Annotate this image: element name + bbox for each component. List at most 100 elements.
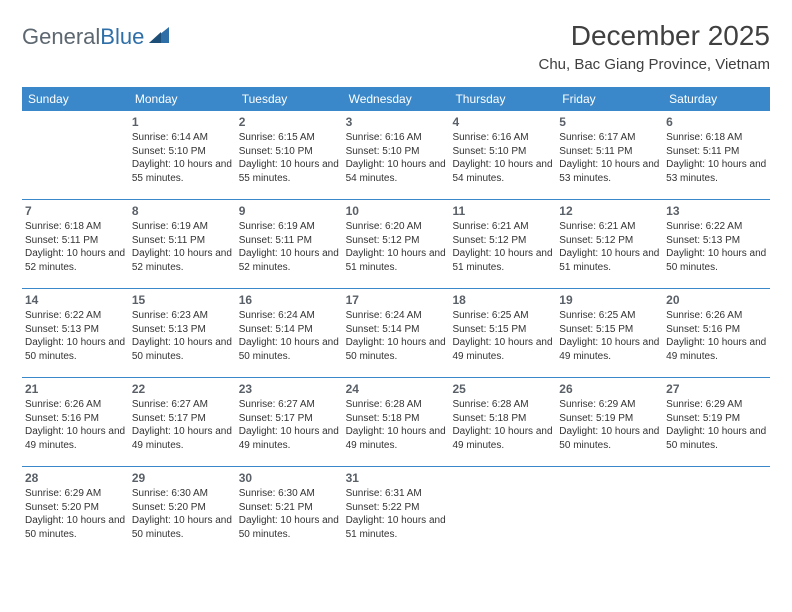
brand-logo: GeneralBlue — [22, 20, 171, 50]
day-number: 30 — [239, 470, 340, 486]
sunset-text: Sunset: 5:22 PM — [346, 501, 447, 515]
sunrise-text: Sunrise: 6:20 AM — [346, 220, 447, 234]
daylight-text: Daylight: 10 hours and 51 minutes. — [346, 514, 447, 541]
week-row: 14Sunrise: 6:22 AMSunset: 5:13 PMDayligh… — [22, 289, 770, 378]
weekday-header: Monday — [129, 87, 236, 111]
weekday-header: Thursday — [449, 87, 556, 111]
day-number: 20 — [666, 292, 767, 308]
day-cell: 20Sunrise: 6:26 AMSunset: 5:16 PMDayligh… — [663, 289, 770, 377]
daylight-text: Daylight: 10 hours and 50 minutes. — [25, 336, 126, 363]
day-cell: 31Sunrise: 6:31 AMSunset: 5:22 PMDayligh… — [343, 467, 450, 555]
daylight-text: Daylight: 10 hours and 50 minutes. — [666, 247, 767, 274]
day-number: 24 — [346, 381, 447, 397]
day-number: 29 — [132, 470, 233, 486]
day-number: 7 — [25, 203, 126, 219]
sunrise-text: Sunrise: 6:27 AM — [239, 398, 340, 412]
sunset-text: Sunset: 5:15 PM — [452, 323, 553, 337]
day-cell: 16Sunrise: 6:24 AMSunset: 5:14 PMDayligh… — [236, 289, 343, 377]
brand-general: General — [22, 24, 100, 49]
sunset-text: Sunset: 5:16 PM — [666, 323, 767, 337]
sunrise-text: Sunrise: 6:30 AM — [239, 487, 340, 501]
sunrise-text: Sunrise: 6:29 AM — [25, 487, 126, 501]
day-cell: 28Sunrise: 6:29 AMSunset: 5:20 PMDayligh… — [22, 467, 129, 555]
daylight-text: Daylight: 10 hours and 50 minutes. — [559, 425, 660, 452]
day-number: 27 — [666, 381, 767, 397]
daylight-text: Daylight: 10 hours and 50 minutes. — [132, 336, 233, 363]
weekday-header: Saturday — [663, 87, 770, 111]
daylight-text: Daylight: 10 hours and 49 minutes. — [666, 336, 767, 363]
sunrise-text: Sunrise: 6:29 AM — [559, 398, 660, 412]
calendar-grid: Sunday Monday Tuesday Wednesday Thursday… — [22, 87, 770, 555]
sunset-text: Sunset: 5:11 PM — [132, 234, 233, 248]
sunset-text: Sunset: 5:17 PM — [239, 412, 340, 426]
sunset-text: Sunset: 5:10 PM — [346, 145, 447, 159]
day-cell: 7Sunrise: 6:18 AMSunset: 5:11 PMDaylight… — [22, 200, 129, 288]
day-number: 19 — [559, 292, 660, 308]
weekday-header: Friday — [556, 87, 663, 111]
day-number: 22 — [132, 381, 233, 397]
week-row: 7Sunrise: 6:18 AMSunset: 5:11 PMDaylight… — [22, 200, 770, 289]
weekday-header: Sunday — [22, 87, 129, 111]
sunset-text: Sunset: 5:18 PM — [452, 412, 553, 426]
weekday-header-row: Sunday Monday Tuesday Wednesday Thursday… — [22, 87, 770, 111]
sunrise-text: Sunrise: 6:16 AM — [452, 131, 553, 145]
day-number: 4 — [452, 114, 553, 130]
daylight-text: Daylight: 10 hours and 53 minutes. — [559, 158, 660, 185]
sunrise-text: Sunrise: 6:16 AM — [346, 131, 447, 145]
day-cell: 21Sunrise: 6:26 AMSunset: 5:16 PMDayligh… — [22, 378, 129, 466]
daylight-text: Daylight: 10 hours and 52 minutes. — [132, 247, 233, 274]
day-cell: 29Sunrise: 6:30 AMSunset: 5:20 PMDayligh… — [129, 467, 236, 555]
daylight-text: Daylight: 10 hours and 52 minutes. — [239, 247, 340, 274]
day-cell: 24Sunrise: 6:28 AMSunset: 5:18 PMDayligh… — [343, 378, 450, 466]
week-row: 21Sunrise: 6:26 AMSunset: 5:16 PMDayligh… — [22, 378, 770, 467]
week-row: 1Sunrise: 6:14 AMSunset: 5:10 PMDaylight… — [22, 111, 770, 200]
sunset-text: Sunset: 5:20 PM — [25, 501, 126, 515]
day-cell — [556, 467, 663, 555]
day-cell: 27Sunrise: 6:29 AMSunset: 5:19 PMDayligh… — [663, 378, 770, 466]
sunset-text: Sunset: 5:11 PM — [239, 234, 340, 248]
daylight-text: Daylight: 10 hours and 52 minutes. — [25, 247, 126, 274]
daylight-text: Daylight: 10 hours and 49 minutes. — [132, 425, 233, 452]
sunset-text: Sunset: 5:13 PM — [666, 234, 767, 248]
weeks-container: 1Sunrise: 6:14 AMSunset: 5:10 PMDaylight… — [22, 111, 770, 555]
day-cell: 14Sunrise: 6:22 AMSunset: 5:13 PMDayligh… — [22, 289, 129, 377]
day-number: 3 — [346, 114, 447, 130]
brand-text: GeneralBlue — [22, 24, 144, 50]
daylight-text: Daylight: 10 hours and 51 minutes. — [346, 247, 447, 274]
weekday-header: Wednesday — [343, 87, 450, 111]
day-number: 31 — [346, 470, 447, 486]
day-cell: 18Sunrise: 6:25 AMSunset: 5:15 PMDayligh… — [449, 289, 556, 377]
day-number: 5 — [559, 114, 660, 130]
sunset-text: Sunset: 5:15 PM — [559, 323, 660, 337]
day-cell: 3Sunrise: 6:16 AMSunset: 5:10 PMDaylight… — [343, 111, 450, 199]
day-cell: 13Sunrise: 6:22 AMSunset: 5:13 PMDayligh… — [663, 200, 770, 288]
page-header: GeneralBlue December 2025 Chu, Bac Giang… — [22, 20, 770, 73]
day-number: 13 — [666, 203, 767, 219]
sunset-text: Sunset: 5:11 PM — [25, 234, 126, 248]
daylight-text: Daylight: 10 hours and 54 minutes. — [452, 158, 553, 185]
sunrise-text: Sunrise: 6:29 AM — [666, 398, 767, 412]
day-cell: 5Sunrise: 6:17 AMSunset: 5:11 PMDaylight… — [556, 111, 663, 199]
daylight-text: Daylight: 10 hours and 49 minutes. — [346, 425, 447, 452]
sunrise-text: Sunrise: 6:30 AM — [132, 487, 233, 501]
sunset-text: Sunset: 5:10 PM — [452, 145, 553, 159]
daylight-text: Daylight: 10 hours and 50 minutes. — [346, 336, 447, 363]
day-number: 6 — [666, 114, 767, 130]
day-number: 14 — [25, 292, 126, 308]
daylight-text: Daylight: 10 hours and 55 minutes. — [132, 158, 233, 185]
daylight-text: Daylight: 10 hours and 50 minutes. — [25, 514, 126, 541]
sunrise-text: Sunrise: 6:26 AM — [25, 398, 126, 412]
location-subtitle: Chu, Bac Giang Province, Vietnam — [538, 56, 770, 73]
daylight-text: Daylight: 10 hours and 50 minutes. — [239, 514, 340, 541]
day-cell: 26Sunrise: 6:29 AMSunset: 5:19 PMDayligh… — [556, 378, 663, 466]
daylight-text: Daylight: 10 hours and 55 minutes. — [239, 158, 340, 185]
day-number: 15 — [132, 292, 233, 308]
sunset-text: Sunset: 5:10 PM — [132, 145, 233, 159]
day-number: 26 — [559, 381, 660, 397]
sunrise-text: Sunrise: 6:22 AM — [25, 309, 126, 323]
sunset-text: Sunset: 5:18 PM — [346, 412, 447, 426]
brand-blue: Blue — [100, 24, 144, 49]
sunrise-text: Sunrise: 6:25 AM — [452, 309, 553, 323]
day-number: 11 — [452, 203, 553, 219]
weekday-header: Tuesday — [236, 87, 343, 111]
